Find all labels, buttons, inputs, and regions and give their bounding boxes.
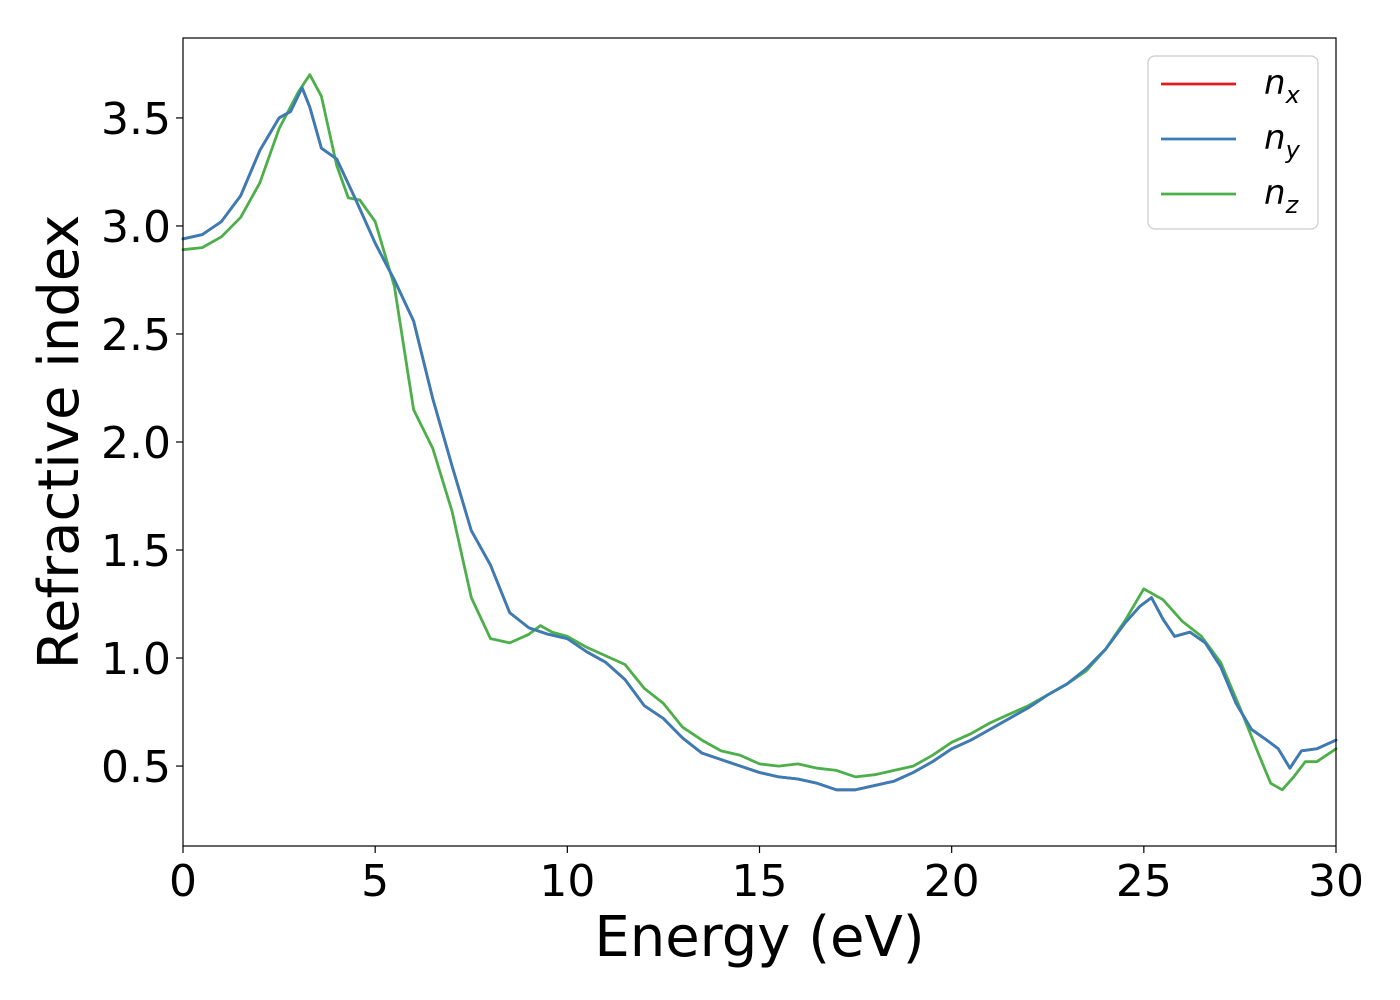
x-tick-label: 25 (1116, 856, 1172, 907)
legend-label-z: nz (1264, 173, 1300, 219)
legend-label-subscript: y (1285, 136, 1301, 164)
x-tick-label: 30 (1308, 856, 1364, 907)
y-tick-label: 1.5 (101, 526, 171, 577)
y-tick-label: 0.5 (101, 742, 171, 793)
legend-box (1147, 55, 1319, 230)
x-tick-label: 5 (361, 856, 389, 907)
x-tick-label: 10 (539, 856, 595, 907)
y-axis: 0.5 1.0 1.5 2.0 2.5 3.0 3.5 (101, 94, 183, 793)
y-tick-label: 2.0 (101, 418, 171, 469)
legend-label-base: n (1264, 63, 1286, 103)
x-tick-label: 0 (169, 856, 197, 907)
x-axis: 0 5 10 15 20 25 30 (169, 846, 1364, 907)
x-axis-title: Energy (eV) (594, 905, 924, 970)
y-tick-label: 2.5 (101, 310, 171, 361)
plot-frame (182, 37, 1337, 847)
legend-label-subscript: x (1285, 81, 1301, 109)
y-axis-title: Refractive index (27, 215, 92, 670)
x-tick-label: 20 (924, 856, 980, 907)
y-tick-label: 3.0 (101, 202, 171, 253)
y-tick-label: 1.0 (101, 634, 171, 685)
plot-area (181, 73, 1338, 792)
legend-label-base: n (1264, 173, 1286, 213)
legend-label-y: ny (1264, 118, 1301, 164)
legend-label-subscript: z (1285, 191, 1300, 219)
series-line-y (181, 86, 1338, 792)
series-line-z (181, 73, 1338, 792)
legend-label-x: nx (1264, 63, 1301, 109)
x-tick-label: 15 (732, 856, 788, 907)
y-tick-label: 3.5 (101, 94, 171, 145)
legend-label-base: n (1264, 118, 1286, 158)
